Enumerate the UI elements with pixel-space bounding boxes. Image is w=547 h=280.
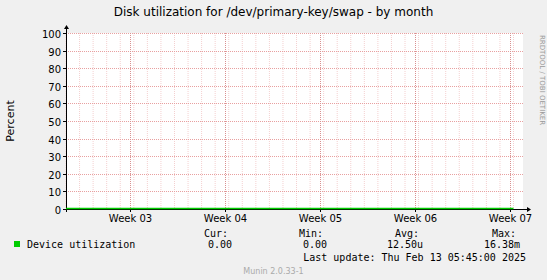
y-tick xyxy=(63,86,66,87)
y-tick-label: 70 xyxy=(48,82,61,93)
x-tick-label: Week 03 xyxy=(109,213,152,224)
data-group xyxy=(66,208,514,209)
x-tick-label: Week 07 xyxy=(489,213,532,224)
y-tick xyxy=(63,68,66,69)
y-grid xyxy=(66,103,523,104)
minor-grid xyxy=(513,33,514,209)
y-tick-label: 10 xyxy=(48,187,61,198)
y-tick-label: 20 xyxy=(48,170,61,181)
y-grid xyxy=(66,68,523,69)
x-grid xyxy=(130,33,131,209)
footer: Munin 2.0.33-1 xyxy=(243,267,303,276)
minor-grid xyxy=(391,33,392,209)
x-tick-label: Week 04 xyxy=(204,213,247,224)
legend-label: Device utilization xyxy=(27,239,135,250)
y-tick-label: 80 xyxy=(48,64,61,75)
x-grid xyxy=(510,33,511,209)
chart: 0 10 20 30 40 50 60 70 80 90 100 Week 03 Week 04 Week… xyxy=(0,0,547,280)
x-grid xyxy=(415,33,416,209)
last-update: Last update: Thu Feb 13 05:45:00 2025 xyxy=(303,252,526,263)
y-tick-label: 30 xyxy=(48,152,61,163)
y-axis-arrow xyxy=(64,25,69,29)
summary-value: 16.38m xyxy=(484,239,520,250)
minor-grid xyxy=(147,33,148,209)
minor-grid xyxy=(79,33,80,209)
x-grid xyxy=(320,33,321,209)
y-grid xyxy=(66,174,523,175)
series-line xyxy=(66,208,514,210)
y-grid xyxy=(66,33,523,34)
y-tick xyxy=(63,51,66,52)
legend-swatch xyxy=(14,241,20,247)
summary-value: 0.00 xyxy=(303,239,327,250)
y-grid xyxy=(66,191,523,192)
summary-header: Min: xyxy=(299,228,323,239)
background xyxy=(0,0,547,280)
y-tick xyxy=(63,139,66,140)
y-grid xyxy=(66,121,523,122)
x-tick-label: Week 06 xyxy=(394,213,437,224)
x-axis-arrow xyxy=(527,207,531,212)
y-tick xyxy=(63,33,66,34)
y-grid xyxy=(66,51,523,52)
y-grid xyxy=(66,86,523,87)
watermark: RRDTOOL / TOBI OETIKER xyxy=(538,35,546,125)
x-tick-label: Week 05 xyxy=(299,213,342,224)
y-tick-label: 40 xyxy=(48,135,61,146)
x-grid xyxy=(225,33,226,209)
summary-value: 0.00 xyxy=(208,239,232,250)
y-axis xyxy=(66,28,67,212)
y-tick-label: 50 xyxy=(48,117,61,128)
summary-header: Cur: xyxy=(204,228,228,239)
y-tick xyxy=(63,121,66,122)
title: Disk utilization for /dev/primary-key/sw… xyxy=(114,5,433,19)
y-tick-label: 0 xyxy=(55,205,61,216)
y-grid xyxy=(66,156,523,157)
y-tick xyxy=(63,156,66,157)
y-tick xyxy=(63,174,66,175)
summary-value: 12.50u xyxy=(387,239,423,250)
summary-header: Max: xyxy=(492,228,516,239)
y-tick-label: 90 xyxy=(48,47,61,58)
summary-header: Avg: xyxy=(395,228,419,239)
y-grid xyxy=(66,139,523,140)
y-tick-label: 100 xyxy=(42,29,61,40)
minor-grid xyxy=(269,33,270,209)
y-tick xyxy=(63,103,66,104)
y-label: Percent xyxy=(4,100,17,142)
y-tick-label: 60 xyxy=(48,99,61,110)
plot-area xyxy=(66,33,523,209)
y-tick xyxy=(63,191,66,192)
minor-grid xyxy=(201,33,202,209)
x-axis xyxy=(63,209,527,210)
